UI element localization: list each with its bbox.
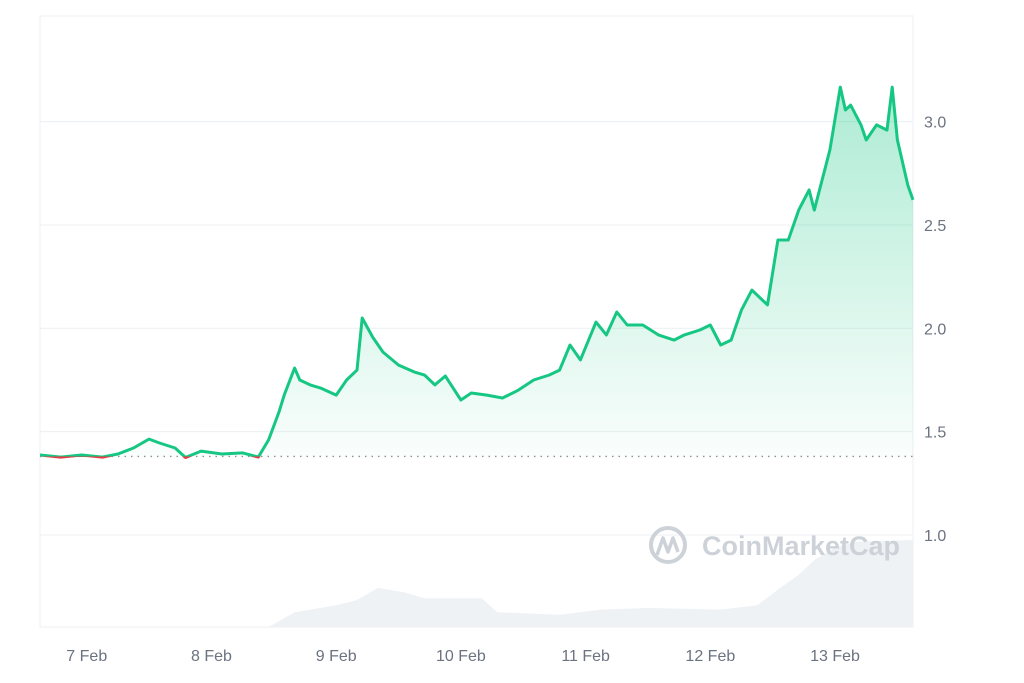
watermark: CoinMarketCap	[649, 526, 900, 564]
x-tick-label: 11 Feb	[561, 648, 610, 665]
x-tick-label: 10 Feb	[436, 648, 486, 665]
coinmarketcap-logo-icon	[649, 526, 687, 564]
y-tick-label: 3.0	[924, 115, 946, 132]
watermark-text: CoinMarketCap	[702, 531, 900, 561]
x-tick-label: 8 Feb	[191, 648, 232, 665]
y-tick-label: 1.0	[924, 528, 946, 545]
volume-area	[268, 540, 914, 627]
y-tick-label: 1.5	[924, 425, 946, 442]
y-tick-label: 2.5	[924, 218, 946, 235]
y-tick-label: 2.0	[924, 321, 946, 338]
x-tick-label: 9 Feb	[316, 648, 357, 665]
x-tick-label: 12 Feb	[685, 648, 735, 665]
price-area-fill	[40, 87, 913, 457]
price-line-up	[39, 85, 915, 457]
coinmarketcap-logo-mark	[655, 536, 680, 556]
x-tick-label: 13 Feb	[810, 648, 860, 665]
x-tick-label: 7 Feb	[66, 648, 107, 665]
